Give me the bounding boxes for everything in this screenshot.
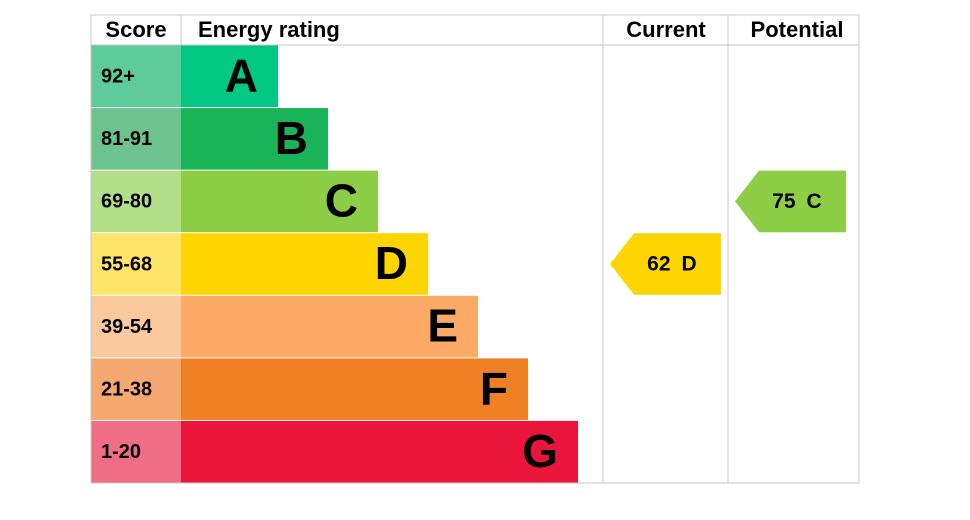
header-energy-rating: Energy rating (198, 17, 340, 42)
current-arrow (610, 233, 721, 295)
rating-letter: C (325, 175, 358, 227)
rating-bar (181, 108, 328, 170)
potential-letter: C (807, 190, 822, 213)
rating-letter: E (427, 300, 458, 352)
rating-letter: B (275, 112, 308, 164)
score-range: 39-54 (101, 316, 153, 338)
potential-score: 75 (772, 190, 796, 213)
potential-arrow (735, 170, 846, 233)
score-cell (91, 358, 181, 420)
score-range: 81-91 (101, 128, 152, 150)
rating-letter: D (375, 237, 408, 289)
score-cell (91, 295, 181, 358)
rating-letter: G (522, 425, 558, 477)
frame (90, 14, 860, 484)
score-range: 55-68 (101, 253, 152, 275)
score-cell (91, 170, 181, 233)
score-range: 69-80 (101, 191, 152, 213)
score-range: 1-20 (101, 441, 141, 463)
rating-bar (181, 295, 478, 358)
score-range: 21-38 (101, 378, 152, 400)
rating-bar (181, 170, 378, 233)
header-potential: Potential (751, 17, 844, 42)
score-cell (91, 108, 181, 170)
header-current: Current (626, 17, 706, 42)
current-letter: D (682, 253, 697, 276)
score-range: 92+ (101, 66, 135, 88)
score-cell (91, 233, 181, 295)
rating-bar (181, 45, 278, 108)
rating-letter: F (480, 362, 508, 414)
header-score: Score (105, 17, 166, 42)
rating-letter: A (225, 49, 258, 101)
score-cell (91, 45, 181, 108)
rating-bar (181, 358, 528, 420)
rating-bar (181, 233, 428, 295)
score-cell (91, 420, 181, 483)
current-score: 62 (647, 253, 670, 276)
rating-bar (181, 420, 578, 483)
